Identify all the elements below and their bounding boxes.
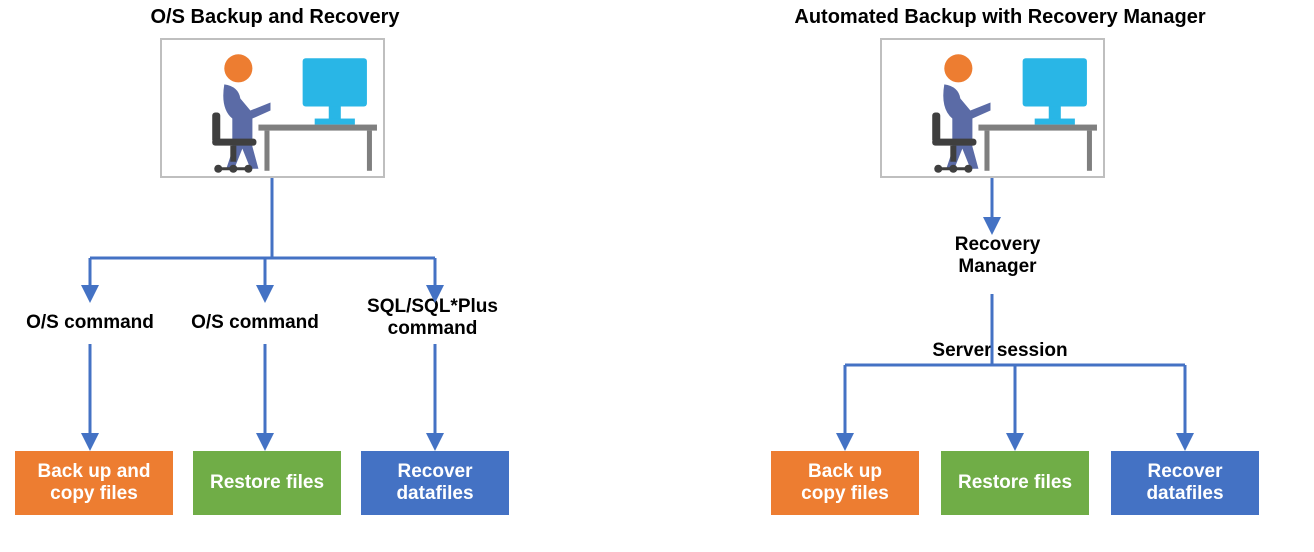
connectors	[0, 0, 1314, 552]
diagram-root: O/S Backup and Recovery Automated Backup…	[0, 0, 1314, 552]
